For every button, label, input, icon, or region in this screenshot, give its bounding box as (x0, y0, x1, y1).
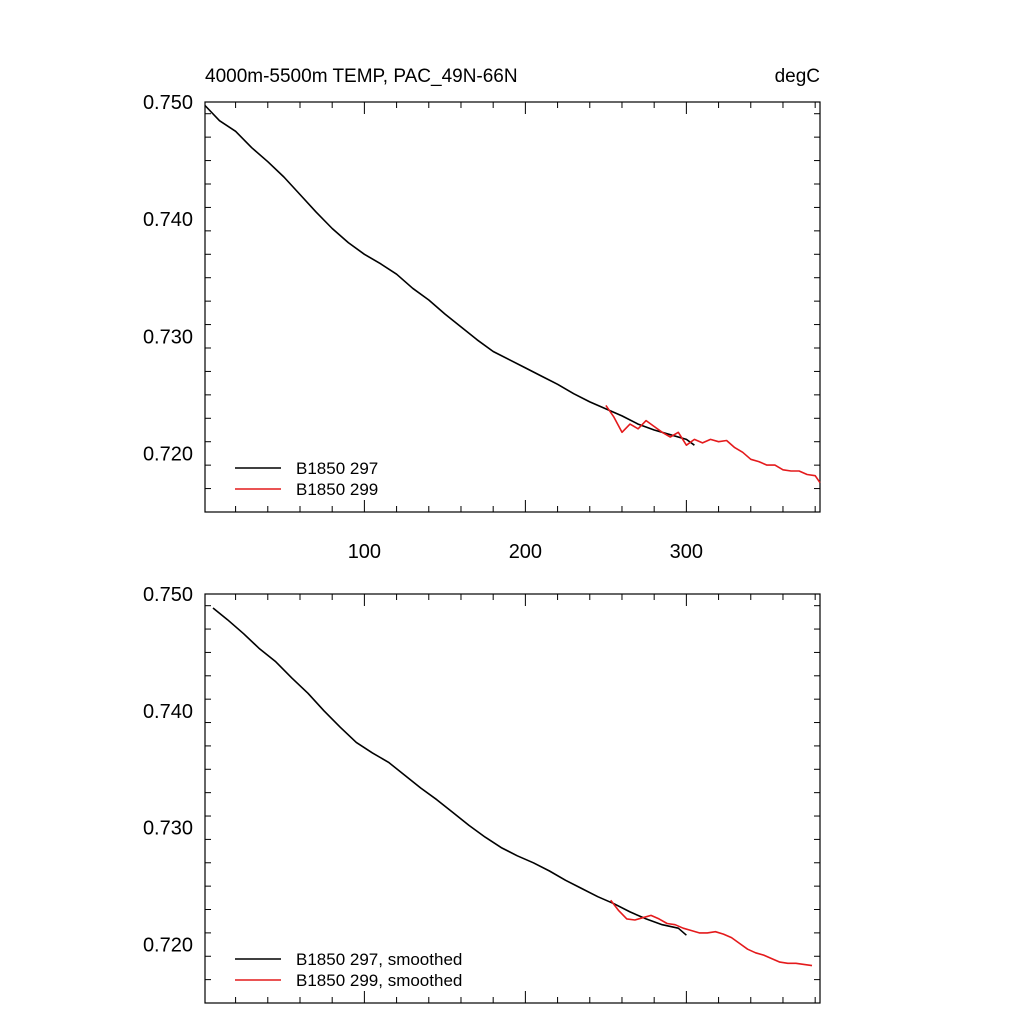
chart-title: 4000m-5500m TEMP, PAC_49N-66N (205, 66, 518, 87)
panel-2: 0.750 0.740 0.730 0.720 B1850 297, smoothed B… (143, 584, 821, 1004)
legend-label: B1850 297 (296, 459, 378, 478)
chart-panels: 0.750 0.740 0.730 0.720 100 200 300 B1850 297 B1… (143, 92, 821, 1004)
x-tick-label: 300 (670, 541, 703, 563)
legend-label: B1850 299, smoothed (296, 971, 462, 990)
y-tick-label: 0.730 (143, 326, 193, 348)
chart-units: degC (775, 66, 820, 87)
panel-1: 0.750 0.740 0.730 0.720 100 200 300 B1850 297 B1… (143, 92, 821, 563)
y-tick-label: 0.750 (143, 92, 193, 114)
y-tick-label: 0.750 (143, 584, 193, 606)
y-tick-label: 0.740 (143, 701, 193, 723)
y-tick-label: 0.740 (143, 209, 193, 231)
plot-frame (204, 593, 821, 1004)
x-tick-label: 200 (509, 541, 542, 563)
series-line-299 (605, 404, 821, 484)
x-tick-label: 100 (348, 541, 381, 563)
legend-label: B1850 299 (296, 480, 378, 499)
y-tick-label: 0.720 (143, 443, 193, 465)
series-line-297 (204, 104, 695, 446)
legend-label: B1850 297, smoothed (296, 950, 462, 969)
series-line-299 (610, 899, 813, 967)
series-line-297 (212, 607, 687, 936)
y-tick-label: 0.730 (143, 818, 193, 840)
plot-frame (204, 101, 821, 513)
y-tick-label: 0.720 (143, 935, 193, 957)
